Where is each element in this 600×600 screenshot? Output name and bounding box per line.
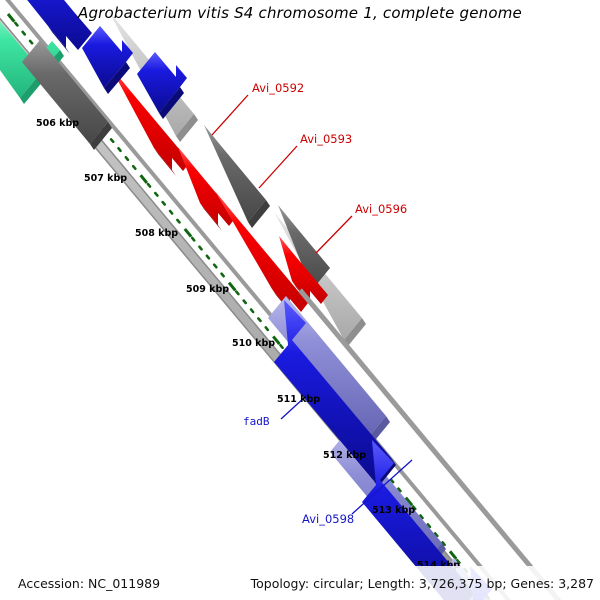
reverse-strand-track[interactable] xyxy=(268,288,600,600)
ruler-minor-tick xyxy=(28,39,34,45)
ruler-minor-tick xyxy=(264,326,270,332)
ruler-minor-tick xyxy=(426,523,432,529)
ruler-tick-label: 507 kbp xyxy=(84,173,128,184)
ruler-minor-tick xyxy=(249,308,255,314)
ruler-minor-tick xyxy=(161,200,166,206)
ruler-minor-tick xyxy=(146,182,152,188)
ruler-tick-label: 514 kbp xyxy=(417,560,460,571)
ruler-major-tick xyxy=(272,335,281,346)
blue-gene-top-1[interactable] xyxy=(8,0,92,54)
gray-bar-dark[interactable] xyxy=(204,125,270,228)
gene-label-avi_0598[interactable]: Avi_0598 xyxy=(302,512,355,526)
red-gene-1[interactable] xyxy=(110,66,190,176)
page-title: Agrobacterium vitis S4 chromosome 1, com… xyxy=(77,4,522,22)
leader-line-avi_0598 xyxy=(351,459,413,515)
gray-bar-top[interactable] xyxy=(22,40,112,150)
ruler-major-tick xyxy=(6,13,16,23)
ruler-minor-tick xyxy=(168,209,174,215)
gene-label-fadb[interactable]: fadB xyxy=(243,415,270,428)
ruler-minor-tick xyxy=(198,245,203,251)
ruler-tick-label: 506 kbp xyxy=(36,118,80,129)
ruler-major-tick xyxy=(183,227,193,238)
gene-label-avi_0593[interactable]: Avi_0593 xyxy=(300,132,353,146)
ruler-minor-tick xyxy=(131,164,137,170)
ruler-minor-tick xyxy=(109,138,115,144)
ruler-minor-tick xyxy=(389,478,395,484)
status-bar: Accession: NC_011989 Topology: circular;… xyxy=(0,566,600,600)
ruler-minor-tick xyxy=(242,299,247,305)
leader-line-fadb xyxy=(280,396,306,420)
ruler-minor-tick xyxy=(212,263,218,269)
forward-strand-track[interactable] xyxy=(108,10,366,346)
ruler-major-tick xyxy=(404,496,414,507)
ruler-minor-tick xyxy=(433,532,439,538)
genome-summary-text: Topology: circular; Length: 3,726,375 bp… xyxy=(250,575,594,591)
leader-line-avi_0596 xyxy=(315,215,353,254)
label-leader-lines xyxy=(211,94,413,515)
red-gene-2[interactable] xyxy=(178,147,236,231)
blue-gene-top-2[interactable] xyxy=(82,26,133,94)
ruler-tick-label: 513 kbp xyxy=(372,505,416,516)
ruler-minor-tick xyxy=(190,236,196,242)
ruler-minor-tick xyxy=(21,30,27,36)
ruler-minor-tick xyxy=(257,317,262,323)
ruler-minor-tick xyxy=(279,343,284,350)
ruler-minor-tick xyxy=(14,21,19,27)
ruler-minor-tick xyxy=(176,218,181,224)
gray-bar-dark-2[interactable] xyxy=(278,205,330,290)
ruler-tick-label: 510 kbp xyxy=(232,338,276,349)
gene-label-avi_0592[interactable]: Avi_0592 xyxy=(252,81,305,95)
ruler-minor-tick xyxy=(154,191,159,197)
ruler-tick-label: 511 kbp xyxy=(277,394,321,405)
gene-label-avi_0596[interactable]: Avi_0596 xyxy=(355,202,408,216)
ruler-minor-tick xyxy=(397,487,402,493)
leader-line-avi_0592 xyxy=(211,94,249,136)
ruler-minor-tick xyxy=(411,505,417,511)
ruler-minor-tick xyxy=(419,514,424,520)
ruler-minor-tick xyxy=(455,558,461,565)
ruler-major-tick xyxy=(448,550,458,560)
ruler-minor-tick xyxy=(124,156,130,162)
accession-text: Accession: NC_011989 xyxy=(18,575,161,591)
ruler-minor-tick xyxy=(220,272,225,278)
top-left-feature-cluster[interactable] xyxy=(0,0,187,150)
leader-line-avi_0593 xyxy=(258,145,298,189)
ruler-major-tick xyxy=(227,281,237,292)
ruler-minor-tick xyxy=(205,254,211,260)
ruler-minor-tick xyxy=(235,290,240,296)
ruler-minor-tick xyxy=(117,147,122,153)
ruler-major-tick xyxy=(139,174,149,184)
blue-gene-top-3[interactable] xyxy=(137,52,187,119)
ruler-tick-label: 512 kbp xyxy=(323,450,367,461)
ruler-minor-tick xyxy=(441,541,446,547)
ruler-tick-label: 509 kbp xyxy=(186,284,230,295)
ruler-tick-label: 508 kbp xyxy=(135,228,179,239)
